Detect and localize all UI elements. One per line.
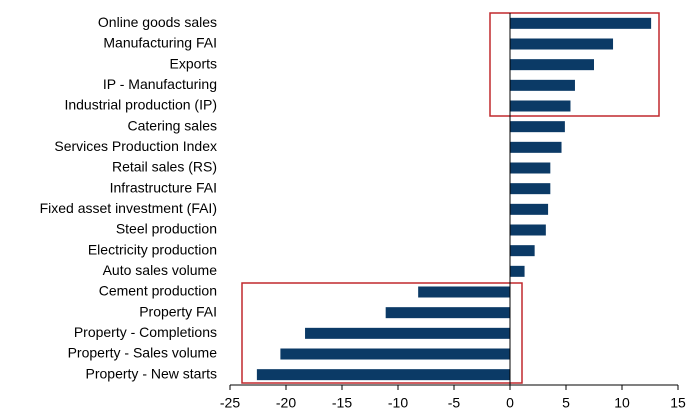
x-tick-label: 5 [562,395,570,411]
y-tick-label: Exports [170,55,217,71]
y-tick-label: Online goods sales [98,14,217,30]
bar [305,327,510,339]
bar [256,369,510,381]
y-tick-label: Fixed asset investment (FAI) [40,200,217,216]
y-tick-label: Property FAI [139,303,217,319]
bar [510,59,594,71]
x-tick-label: -10 [388,395,408,411]
x-tick-label: 0 [506,395,514,411]
x-tick-label: -20 [276,395,296,411]
y-tick-label: Services Production Index [54,138,217,154]
bar [510,100,571,112]
y-tick-label: Manufacturing FAI [103,35,217,51]
x-tick-label: -15 [332,395,352,411]
y-tick-label: Industrial production (IP) [64,97,217,113]
bar [385,307,510,319]
x-tick-label: 10 [614,395,630,411]
bar [510,203,549,215]
bar [510,265,525,277]
y-tick-label: Property - New starts [86,365,217,381]
bar [510,162,551,174]
y-tick-label: Infrastructure FAI [110,179,217,195]
bar [510,79,575,91]
y-tick-label: Property - Sales volume [68,345,218,361]
y-tick-label: IP - Manufacturing [103,76,217,92]
bar [510,121,565,133]
bar [280,348,510,360]
highlight-box [489,12,660,117]
x-tick-label: -5 [448,395,461,411]
x-tick-label: -25 [220,395,240,411]
x-tick-label: 15 [670,395,686,411]
bar [510,38,614,50]
y-tick-label: Steel production [116,221,217,237]
y-tick-label: Electricity production [88,241,217,257]
y-tick-label: Auto sales volume [103,262,218,278]
highlight-box [241,282,523,384]
y-tick-label: Catering sales [128,117,218,133]
y-tick-label: Property - Completions [74,324,217,340]
bar [510,183,551,195]
bar [510,141,562,153]
bar [510,224,546,236]
y-tick-label: Retail sales (RS) [112,159,217,175]
bar [418,286,510,298]
bar [510,17,652,29]
bar [510,245,535,257]
y-tick-label: Cement production [99,283,217,299]
